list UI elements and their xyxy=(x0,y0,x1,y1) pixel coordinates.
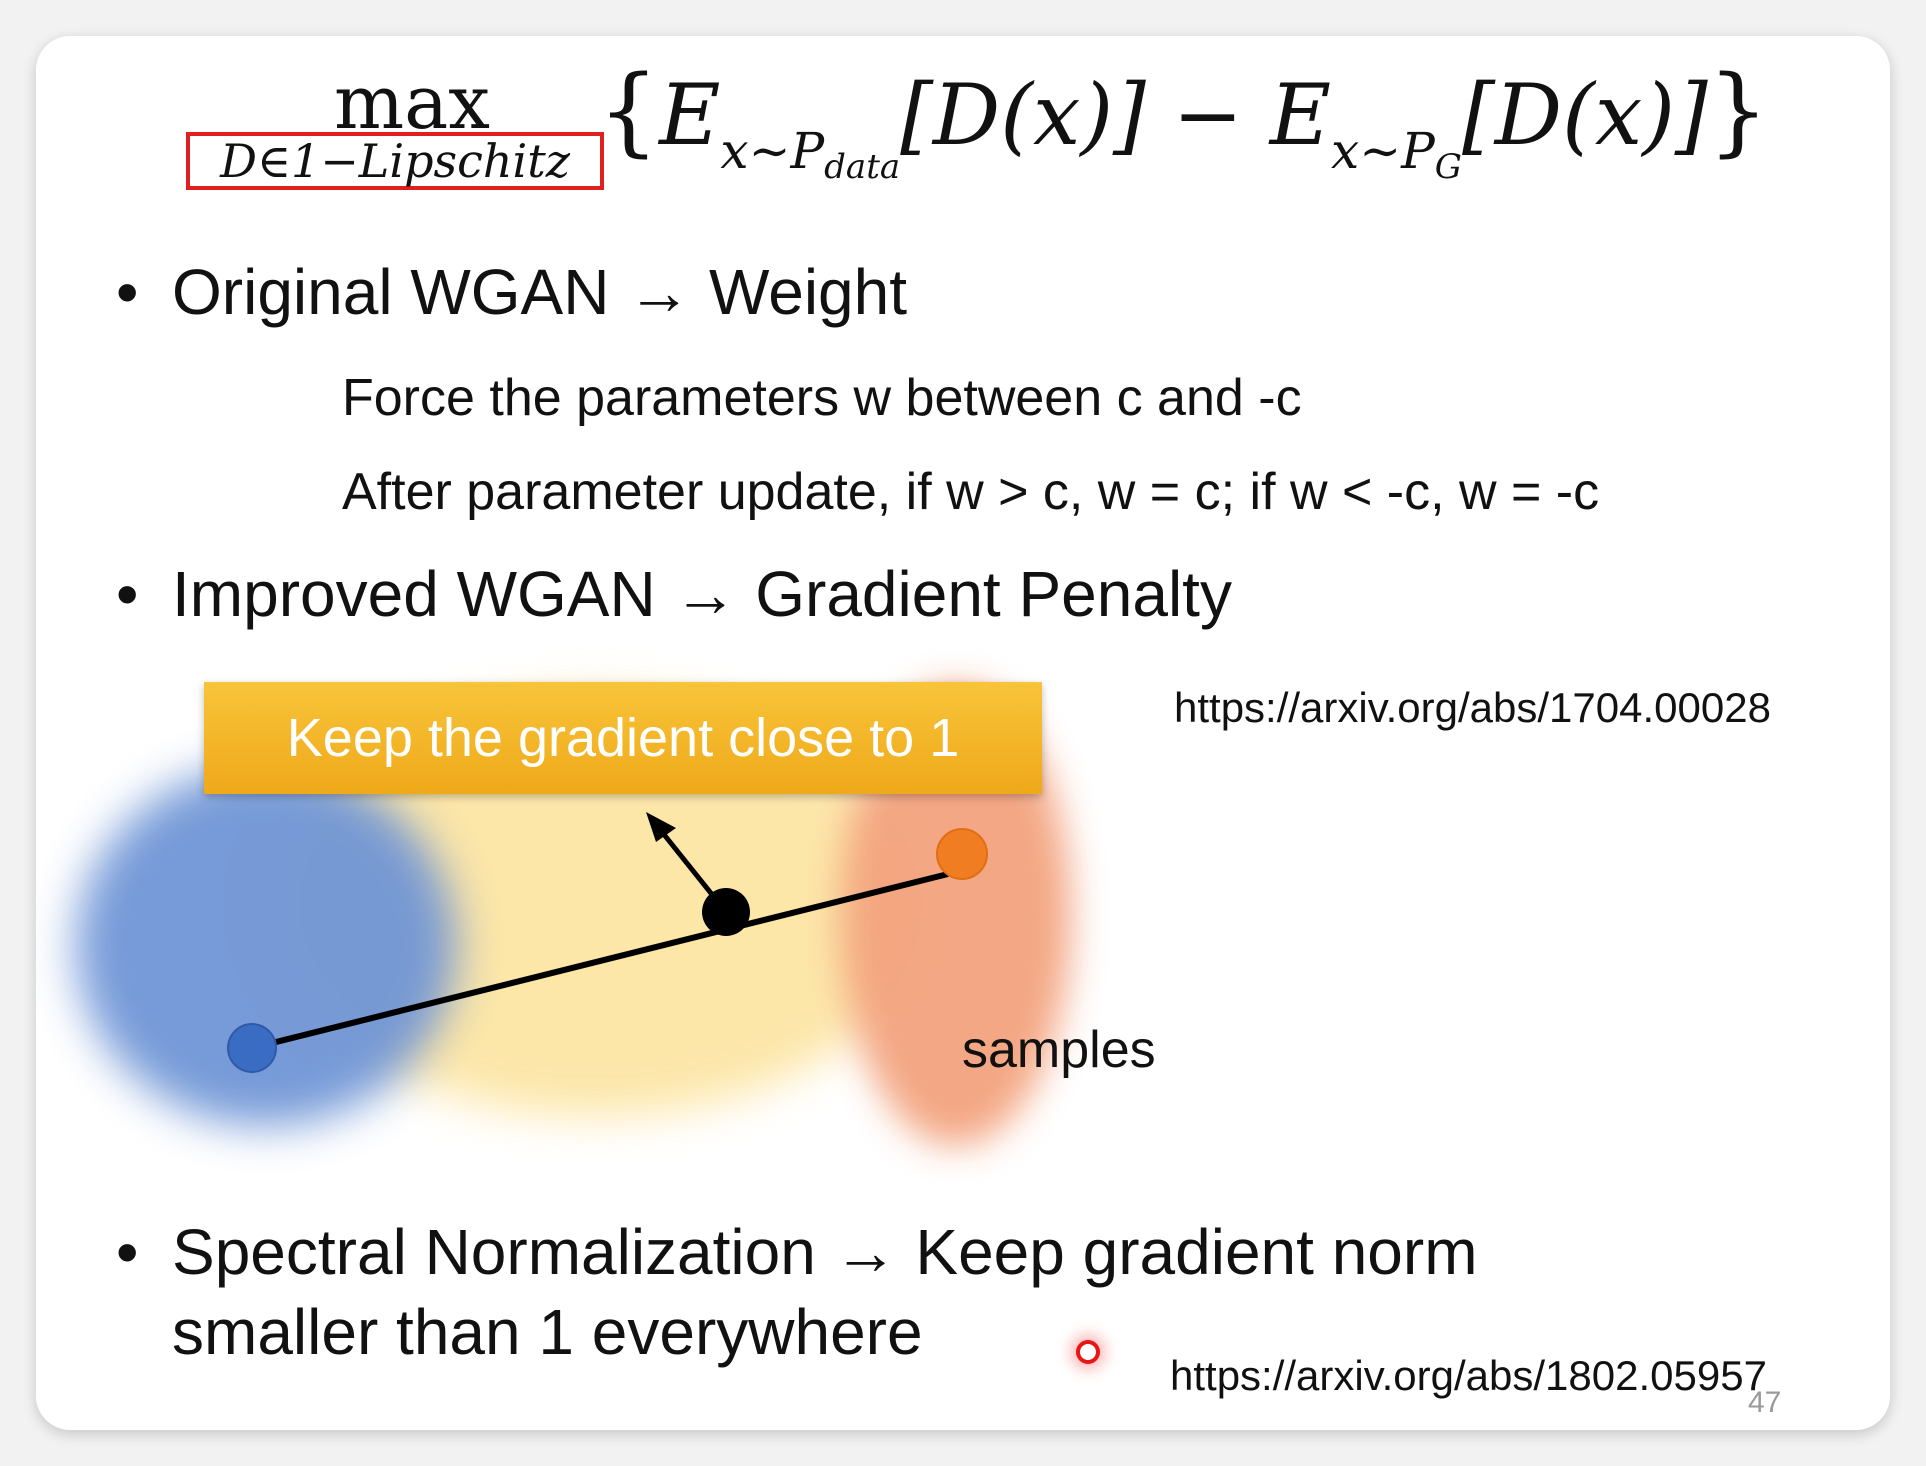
generated-data-region xyxy=(841,686,1071,1146)
gradient-arrow-head xyxy=(646,812,676,842)
bullet-text: Spectral Normalization → Keep gradient n… xyxy=(172,1216,1478,1288)
page-number: 47 xyxy=(1748,1386,1782,1419)
sub-point-weight-clip-range: Force the parameters w between c and -c xyxy=(342,369,1302,427)
bullet-dot: • xyxy=(116,256,139,328)
gradient-callout-box: Keep the gradient close to 1 xyxy=(204,682,1042,794)
laser-pointer-dot xyxy=(1076,1340,1100,1364)
generated-sample-point xyxy=(936,828,988,880)
objective-expression: {Ex∼Pdata[D(x)] − Ex∼PG[D(x)]} xyxy=(598,55,1769,187)
slide: max D∈1−Lipschitz {Ex∼Pdata[D(x)] − Ex∼P… xyxy=(36,36,1890,1430)
wgan-objective-formula: max D∈1−Lipschitz {Ex∼Pdata[D(x)] − Ex∼P… xyxy=(36,36,1890,236)
gradient-penalty-diagram xyxy=(76,686,1071,1146)
real-data-region xyxy=(76,766,456,1126)
bullet-dot: • xyxy=(116,1216,139,1288)
max-operator: max xyxy=(334,60,491,146)
bullet-spectral-continuation: smaller than 1 everywhere xyxy=(172,1296,923,1368)
interpolation-line xyxy=(251,871,949,1051)
real-sample-point xyxy=(227,1023,277,1073)
url-spectral-normalization[interactable]: https://arxiv.org/abs/1802.05957 xyxy=(1170,1352,1767,1399)
lipschitz-constraint-box: D∈1−Lipschitz xyxy=(186,132,604,190)
bullet-dot: • xyxy=(116,558,139,630)
bullet-improved-wgan: • Improved WGAN → Gradient Penalty xyxy=(116,556,1232,633)
bullet-text: Improved WGAN → Gradient Penalty xyxy=(172,558,1232,630)
url-improved-wgan[interactable]: https://arxiv.org/abs/1704.00028 xyxy=(1174,684,1771,731)
bullet-text: Original WGAN → Weight xyxy=(172,256,907,328)
bullet-original-wgan: • Original WGAN → Weight xyxy=(116,254,907,331)
sub-point-weight-clip-rule: After parameter update, if w > c, w = c;… xyxy=(342,463,1600,521)
bullet-spectral-normalization: • Spectral Normalization → Keep gradient … xyxy=(116,1214,1478,1291)
samples-label: samples xyxy=(962,1021,1156,1079)
interpolated-sample-point xyxy=(702,888,750,936)
